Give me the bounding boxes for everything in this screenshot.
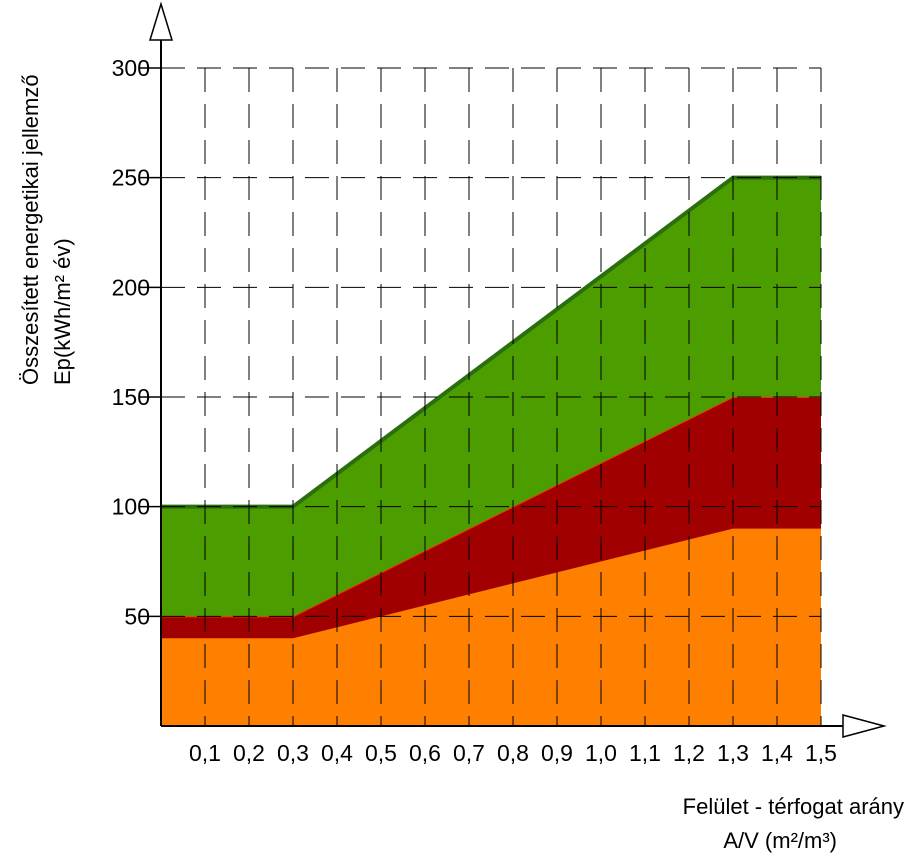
x-tick-label-6: 0,6 (409, 740, 441, 766)
y-tick-label-3: 150 (112, 384, 150, 410)
y-tick-label-1: 50 (124, 603, 150, 629)
x-tick-label-12: 1,2 (673, 740, 705, 766)
y-axis-title: Összesített energetikai jellemző Ep(kWh/… (18, 68, 75, 385)
x-tick-label-2: 0,2 (233, 740, 265, 766)
y-axis-title-line2: Ep(kWh/m² év) (50, 238, 75, 385)
grid-layer (161, 67, 822, 726)
y-tick-label-5: 250 (112, 165, 150, 191)
y-tick-label-2: 100 (112, 494, 150, 520)
x-axis-title-line1: Felület - térfogat arány (683, 794, 904, 819)
x-tick-label-13: 1,3 (717, 740, 749, 766)
x-tick-label-8: 0,8 (497, 740, 529, 766)
y-tick-labels: 50 100 150 200 250 300 (112, 55, 150, 629)
y-tick-label-6: 300 (112, 55, 150, 81)
x-tick-label-5: 0,5 (365, 740, 397, 766)
axes-layer (139, 1, 887, 738)
x-tick-label-9: 0,9 (541, 740, 573, 766)
area-band-2 (161, 397, 821, 639)
x-tick-label-1: 0,1 (189, 740, 221, 766)
x-tick-label-11: 1,1 (629, 740, 661, 766)
area-layer (161, 175, 821, 726)
y-axis-arrow (148, 1, 174, 41)
x-tick-label-14: 1,4 (761, 740, 793, 766)
x-axis-title-line2: A/V (m²/m³) (723, 828, 837, 853)
x-tick-label-7: 0,7 (453, 740, 485, 766)
x-tick-label-3: 0,3 (277, 740, 309, 766)
area-band-1 (161, 528, 821, 726)
x-axis-arrow (842, 714, 887, 738)
x-tick-label-10: 1,0 (585, 740, 617, 766)
x-tick-labels: 0,1 0,2 0,3 0,4 0,5 0,6 0,7 0,8 0,9 1,0 1,1 1,2 1,3 1… (189, 740, 837, 766)
x-tick-label-4: 0,4 (321, 740, 353, 766)
y-tick-label-4: 200 (112, 274, 150, 300)
x-tick-label-15: 1,5 (805, 740, 837, 766)
y-axis-title-line1: Összesített energetikai jellemző (18, 74, 43, 385)
